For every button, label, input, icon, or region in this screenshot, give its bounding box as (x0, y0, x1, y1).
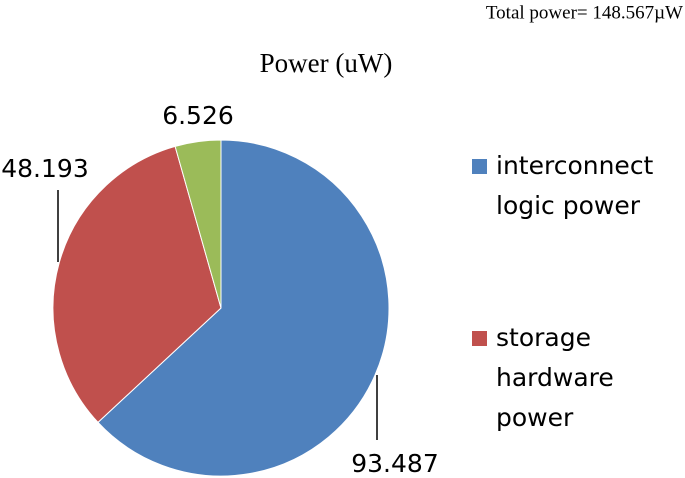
pie-slice (97, 139, 390, 477)
legend-entry: storage hardware power (472, 318, 677, 438)
annotation: Total power= 148.567µW (486, 2, 683, 23)
data-label: 48.193 (1, 154, 88, 183)
data-label: 93.487 (351, 449, 438, 478)
chart-title: Power (uW) (260, 48, 393, 78)
legend-swatch (472, 331, 487, 346)
pie-slice (174, 139, 222, 309)
legend-entry: interconnect logic power (472, 146, 677, 226)
legend-swatch (472, 159, 487, 174)
data-label: 6.526 (162, 101, 234, 130)
legend-label: interconnect logic power (496, 151, 654, 220)
pie-slice (52, 145, 222, 424)
legend-label: storage hardware power (496, 323, 614, 432)
